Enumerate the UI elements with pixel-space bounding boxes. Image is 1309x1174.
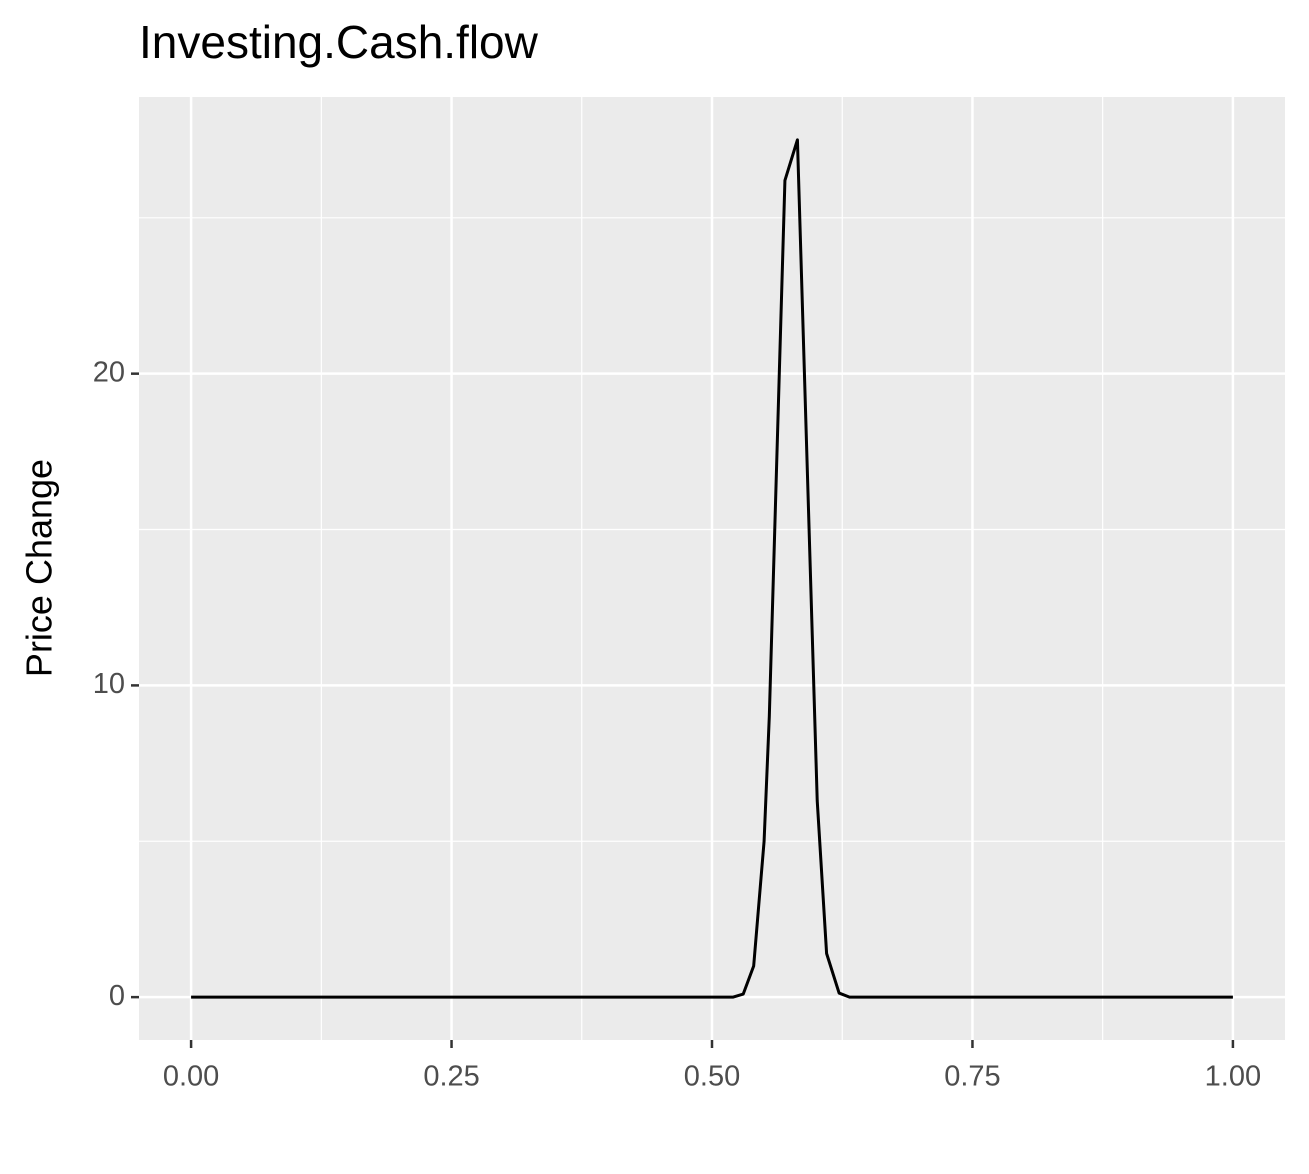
y-axis-title: Price Change xyxy=(19,459,60,677)
y-tick-label: 20 xyxy=(93,356,125,388)
x-tick-label: 0.50 xyxy=(684,1061,740,1093)
y-tick-label: 10 xyxy=(93,668,125,700)
chart-title: Investing.Cash.flow xyxy=(139,16,539,68)
x-tick-label: 1.00 xyxy=(1205,1061,1261,1093)
line xyxy=(191,138,1233,999)
x-tick-label: 0.75 xyxy=(944,1061,1000,1093)
x-tick-label: 0.00 xyxy=(163,1061,219,1093)
x-tick-label: 0.25 xyxy=(423,1061,479,1093)
y-tick-label: 0 xyxy=(109,980,125,1012)
